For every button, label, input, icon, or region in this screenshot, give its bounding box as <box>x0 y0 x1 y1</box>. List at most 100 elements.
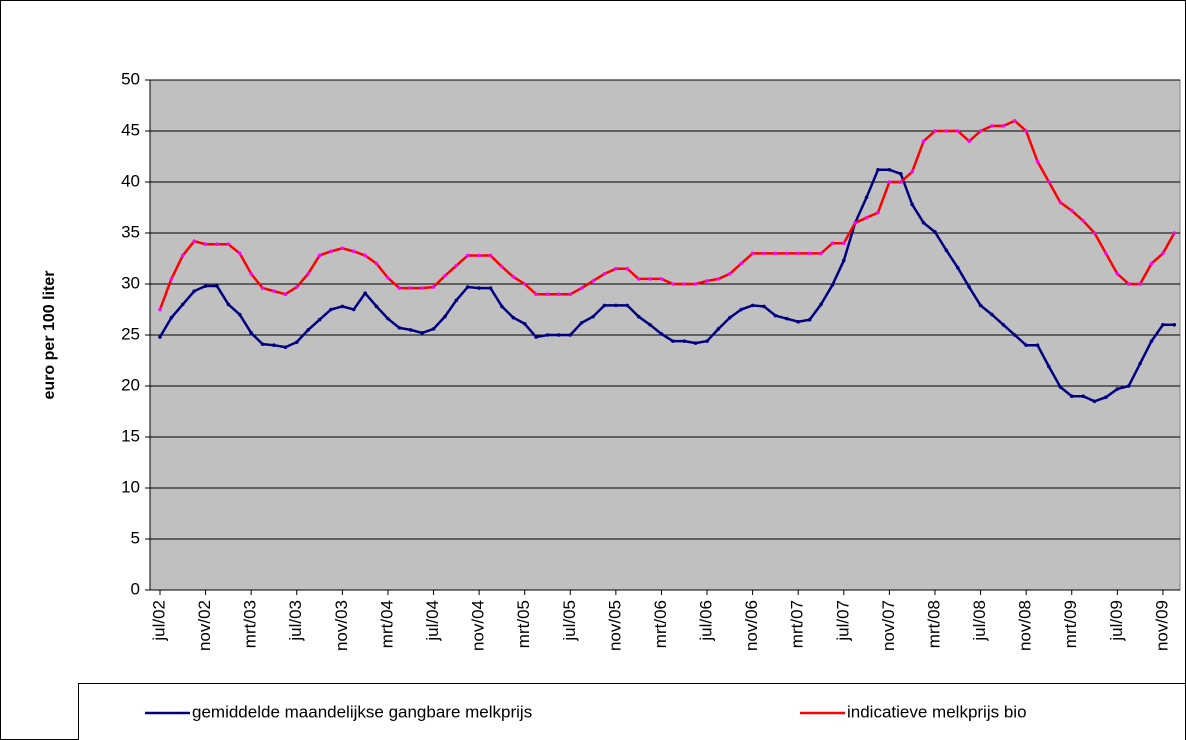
point-marker <box>671 339 675 343</box>
point-marker <box>397 326 402 330</box>
point-marker <box>921 139 926 143</box>
point-marker <box>933 230 937 234</box>
x-tick-label: mrt/07 <box>788 600 807 648</box>
point-marker <box>158 307 162 312</box>
x-tick-label: jul/08 <box>970 600 989 642</box>
point-marker <box>1047 364 1051 369</box>
point-marker <box>329 249 333 254</box>
point-marker <box>1115 387 1120 391</box>
x-tick-label: jul/04 <box>423 600 442 642</box>
point-marker <box>648 277 652 281</box>
point-marker <box>180 302 185 307</box>
point-marker <box>579 286 584 290</box>
point-marker <box>545 333 550 337</box>
point-marker <box>317 253 322 258</box>
y-tick-label: 25 <box>121 324 140 343</box>
point-marker <box>272 343 276 348</box>
point-marker <box>465 285 470 289</box>
x-tick-label: nov/07 <box>879 600 898 651</box>
point-marker <box>226 302 231 307</box>
point-marker <box>990 124 994 128</box>
point-marker <box>249 331 253 335</box>
y-tick-label: 35 <box>121 222 140 241</box>
point-marker <box>910 202 914 207</box>
point-marker <box>1081 218 1085 223</box>
point-marker <box>614 266 618 271</box>
x-tick-label: mrt/05 <box>514 600 533 648</box>
point-marker <box>602 272 607 276</box>
point-marker <box>841 241 846 245</box>
point-marker <box>374 304 379 309</box>
point-marker <box>169 277 174 281</box>
point-marker <box>807 317 812 322</box>
point-marker <box>1126 384 1131 388</box>
point-marker <box>830 241 835 245</box>
point-marker <box>785 251 789 256</box>
x-tick-label: nov/04 <box>469 600 488 651</box>
point-marker <box>819 302 823 307</box>
point-marker <box>625 303 630 308</box>
point-marker <box>203 242 208 247</box>
point-marker <box>568 292 573 297</box>
point-marker <box>762 304 766 309</box>
point-marker <box>796 319 801 324</box>
y-tick-label: 5 <box>131 528 140 547</box>
point-marker <box>773 251 778 256</box>
point-marker <box>887 167 892 172</box>
point-marker <box>215 242 219 247</box>
point-marker <box>728 315 732 320</box>
point-marker <box>522 282 527 286</box>
point-marker <box>545 292 550 297</box>
point-marker <box>876 210 880 215</box>
x-tick-label: nov/09 <box>1152 600 1171 651</box>
point-marker <box>682 282 687 286</box>
point-marker <box>1149 261 1154 266</box>
point-marker <box>192 289 196 293</box>
point-marker <box>887 180 892 184</box>
point-marker <box>158 335 162 339</box>
point-marker <box>340 246 345 251</box>
point-marker <box>283 292 288 297</box>
point-marker <box>830 283 835 287</box>
point-marker <box>716 327 721 331</box>
point-marker <box>693 341 698 345</box>
point-marker <box>591 314 595 319</box>
legend <box>78 683 1186 740</box>
point-marker <box>568 333 573 337</box>
point-marker <box>967 139 971 143</box>
point-marker <box>454 298 459 303</box>
point-marker <box>329 307 333 312</box>
x-tick-label: mrt/03 <box>241 600 260 648</box>
point-marker <box>1161 251 1165 256</box>
point-marker <box>534 335 538 339</box>
point-marker <box>625 266 630 271</box>
point-marker <box>203 284 208 288</box>
point-marker <box>819 251 823 256</box>
point-marker <box>728 272 732 276</box>
point-marker <box>1172 231 1177 235</box>
point-marker <box>762 251 766 256</box>
point-marker <box>898 172 903 176</box>
point-marker <box>443 274 447 278</box>
point-marker <box>1058 385 1063 389</box>
y-tick-label: 0 <box>131 579 140 598</box>
point-marker <box>796 251 801 256</box>
point-marker <box>671 282 675 286</box>
point-marker <box>978 303 983 308</box>
point-marker <box>306 328 310 332</box>
point-marker <box>1024 343 1028 348</box>
point-marker <box>955 129 960 133</box>
point-marker <box>1047 180 1051 184</box>
point-marker <box>705 279 709 283</box>
point-marker <box>260 342 265 346</box>
point-marker <box>386 316 390 321</box>
point-marker <box>1138 282 1142 286</box>
point-marker <box>955 265 960 270</box>
point-marker <box>408 328 413 332</box>
point-marker <box>591 279 595 283</box>
point-marker <box>511 315 516 320</box>
point-marker <box>1104 251 1108 256</box>
point-marker <box>1001 323 1006 327</box>
point-marker <box>522 321 527 326</box>
